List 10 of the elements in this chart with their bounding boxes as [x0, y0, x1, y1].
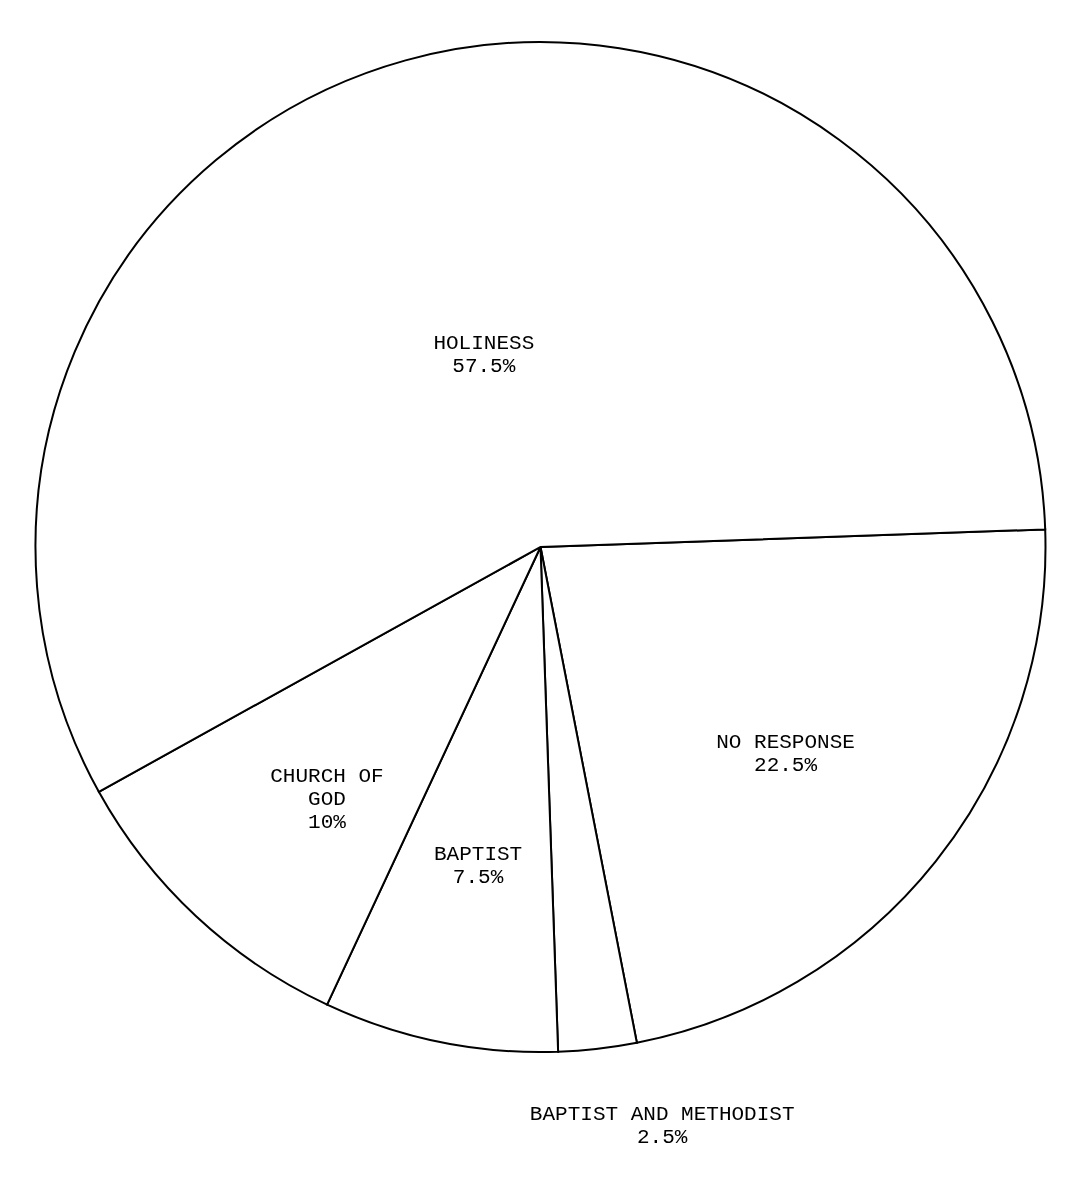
slice-label: BAPTIST AND METHODIST: [529, 1103, 795, 1126]
slice-label: NO RESPONSE: [716, 730, 855, 754]
data-label: 2.5%: [636, 1126, 688, 1149]
data-label: 7.5%: [452, 865, 504, 889]
slice-label: HOLINESS: [433, 331, 535, 355]
data-label: 57.5%: [452, 354, 516, 378]
slice-label: CHURCH OF GOD: [270, 764, 384, 811]
data-label: 10%: [308, 810, 347, 834]
slice-label: BAPTIST: [433, 842, 523, 866]
data-label: 22.5%: [754, 753, 818, 777]
